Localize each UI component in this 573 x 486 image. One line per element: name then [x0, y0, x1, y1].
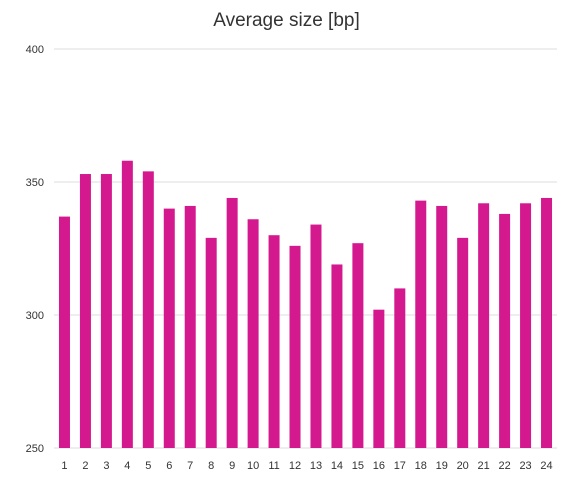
x-tick-label: 4 [124, 460, 130, 472]
bar [289, 245, 301, 448]
x-tick-label: 1 [61, 460, 67, 472]
x-tick-label: 20 [457, 460, 469, 472]
bar [520, 203, 532, 448]
x-tick-label: 7 [187, 460, 193, 472]
bar [142, 171, 154, 449]
x-tick-label: 14 [331, 460, 343, 472]
x-tick-label: 11 [268, 460, 279, 472]
bar [436, 205, 448, 448]
bar [310, 224, 322, 448]
bar [499, 213, 511, 448]
bar [373, 309, 385, 448]
x-tick-label: 9 [229, 460, 235, 472]
x-tick-label: 22 [498, 460, 510, 472]
bar [541, 197, 553, 448]
x-tick-label: 23 [519, 460, 531, 472]
chart-title: Average size [bp] [213, 10, 360, 31]
bar [226, 197, 238, 448]
bar [58, 216, 70, 448]
x-tick-label: 5 [145, 460, 151, 472]
x-tick-label: 10 [247, 460, 259, 472]
bar [331, 264, 343, 448]
y-tick-label: 350 [26, 177, 44, 189]
bar [394, 288, 406, 448]
y-tick-label: 250 [26, 443, 44, 455]
x-tick-label: 17 [394, 460, 406, 472]
x-tick-label: 13 [310, 460, 322, 472]
bar [415, 200, 427, 448]
bar [247, 219, 259, 448]
bar [79, 174, 91, 448]
x-tick-label: 19 [436, 460, 448, 472]
x-tick-label: 6 [166, 460, 172, 472]
x-tick-label: 18 [415, 460, 427, 472]
bar [184, 205, 196, 448]
x-tick-label: 16 [373, 460, 385, 472]
bar [121, 160, 133, 448]
y-tick-label: 400 [26, 44, 44, 56]
bar [163, 208, 175, 448]
x-tick-label: 8 [208, 460, 214, 472]
bar [352, 243, 364, 448]
x-tick-label: 24 [540, 460, 552, 472]
x-tick-label: 15 [352, 460, 364, 472]
x-tick-label: 3 [103, 460, 109, 472]
bar [457, 237, 469, 448]
bar [100, 174, 112, 448]
bar [205, 237, 217, 448]
x-tick-label: 12 [289, 460, 301, 472]
bar [268, 235, 280, 448]
x-tick-label: 21 [478, 460, 490, 472]
bar [478, 203, 490, 448]
y-tick-label: 300 [26, 310, 44, 322]
x-tick-label: 2 [82, 460, 88, 472]
